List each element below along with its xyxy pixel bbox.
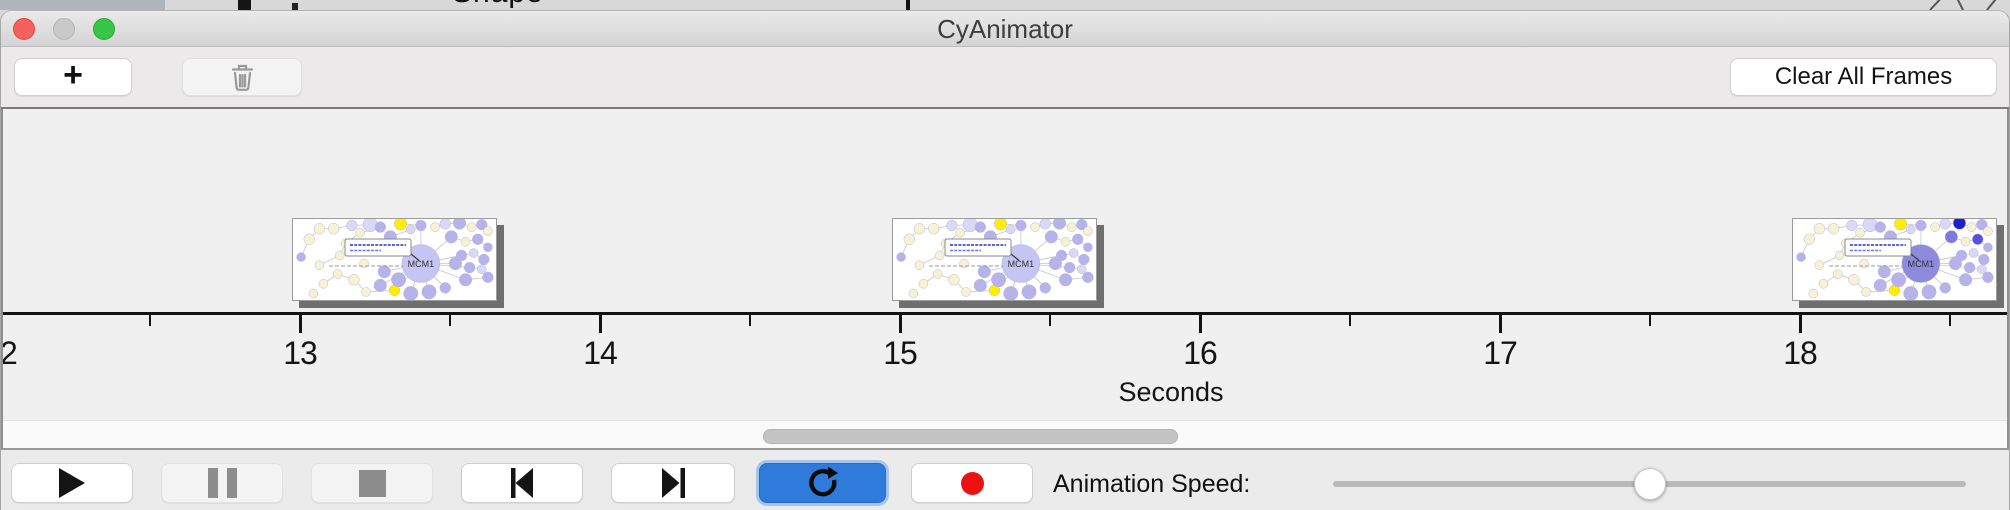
minor-tick bbox=[1349, 315, 1351, 326]
tick-label: 12 bbox=[1, 335, 18, 371]
close-button[interactable] bbox=[13, 18, 35, 40]
clear-all-frames-label: Clear All Frames bbox=[1774, 63, 1953, 90]
tick-label: 15 bbox=[883, 335, 918, 371]
minimize-button[interactable] bbox=[53, 18, 75, 40]
frame-toolbar: + Clear All Frames bbox=[1, 47, 2009, 107]
background-fragment bbox=[292, 3, 298, 10]
svg-text:MCM1: MCM1 bbox=[408, 259, 435, 269]
play-button[interactable] bbox=[11, 463, 133, 503]
timeline-scrollbar-track[interactable] bbox=[3, 420, 2007, 448]
axis-unit-label: Seconds bbox=[1118, 377, 1224, 407]
major-tick bbox=[1499, 315, 1502, 333]
play-icon bbox=[59, 468, 85, 498]
major-tick bbox=[1799, 315, 1802, 333]
background-partial-text: Shape bbox=[452, 0, 544, 10]
clear-all-frames-button[interactable]: Clear All Frames bbox=[1730, 58, 1997, 96]
trash-icon bbox=[231, 64, 253, 91]
background-fragment bbox=[0, 0, 165, 10]
minor-tick bbox=[749, 315, 751, 326]
add-frame-button[interactable]: + bbox=[14, 56, 132, 96]
keyframe-thumbnail[interactable]: MCM1 bbox=[292, 218, 497, 301]
zoom-button[interactable] bbox=[93, 18, 115, 40]
major-tick bbox=[899, 315, 902, 333]
keyframe-thumbnail[interactable]: MCM1 bbox=[1792, 218, 1997, 301]
background-window-strip: Shape bbox=[0, 0, 2010, 10]
minor-tick bbox=[449, 315, 451, 326]
divider bbox=[1, 107, 2009, 109]
cyanimator-window: CyAnimator + Clear All Frames bbox=[0, 10, 2010, 510]
minor-tick bbox=[1049, 315, 1051, 326]
timeline-panel[interactable]: 12 13 14 15 16 17 18 MCM1 MCM1 MCM1 Seconds bbox=[1, 109, 2009, 448]
skip-end-icon bbox=[661, 468, 685, 498]
animation-speed-label: Animation Speed: bbox=[1053, 470, 1251, 498]
animation-speed-slider-thumb[interactable] bbox=[1633, 468, 1666, 500]
major-tick bbox=[1, 315, 2, 333]
pause-button[interactable] bbox=[161, 463, 283, 503]
tick-label: 17 bbox=[1483, 335, 1518, 371]
svg-text:MCM1: MCM1 bbox=[1908, 259, 1935, 269]
major-tick bbox=[299, 315, 302, 333]
skip-start-icon bbox=[510, 468, 533, 498]
skip-to-start-button[interactable] bbox=[461, 463, 583, 503]
tick-label: 14 bbox=[583, 335, 618, 371]
background-fragment bbox=[906, 0, 910, 10]
record-button[interactable] bbox=[911, 463, 1033, 503]
stop-button[interactable] bbox=[311, 463, 433, 503]
delete-frame-button[interactable] bbox=[182, 58, 302, 96]
pause-icon bbox=[207, 468, 237, 498]
stop-icon bbox=[358, 469, 386, 497]
transport-bar: Animation Speed: bbox=[1, 448, 2009, 510]
svg-text:MCM1: MCM1 bbox=[1008, 259, 1035, 269]
major-tick bbox=[599, 315, 602, 333]
keyframe-thumbnail[interactable]: MCM1 bbox=[892, 218, 1097, 301]
background-fragment bbox=[238, 0, 251, 10]
loop-button[interactable] bbox=[759, 463, 886, 503]
minor-tick bbox=[149, 315, 151, 326]
skip-to-end-button[interactable] bbox=[611, 463, 735, 503]
plus-icon: + bbox=[63, 56, 83, 94]
window-title: CyAnimator bbox=[937, 14, 1073, 44]
tick-label: 16 bbox=[1183, 335, 1218, 371]
timeline-scrollbar-thumb[interactable] bbox=[763, 429, 1178, 444]
timeline-axis bbox=[3, 312, 2007, 315]
tick-label: 18 bbox=[1783, 335, 1818, 371]
title-bar: CyAnimator bbox=[1, 11, 2009, 47]
record-icon bbox=[960, 471, 984, 495]
tick-label: 13 bbox=[283, 335, 318, 371]
minor-tick bbox=[1949, 315, 1951, 326]
minor-tick bbox=[1649, 315, 1651, 326]
loop-icon bbox=[808, 466, 838, 497]
major-tick bbox=[1199, 315, 1202, 333]
background-fragment bbox=[1929, 0, 1997, 10]
